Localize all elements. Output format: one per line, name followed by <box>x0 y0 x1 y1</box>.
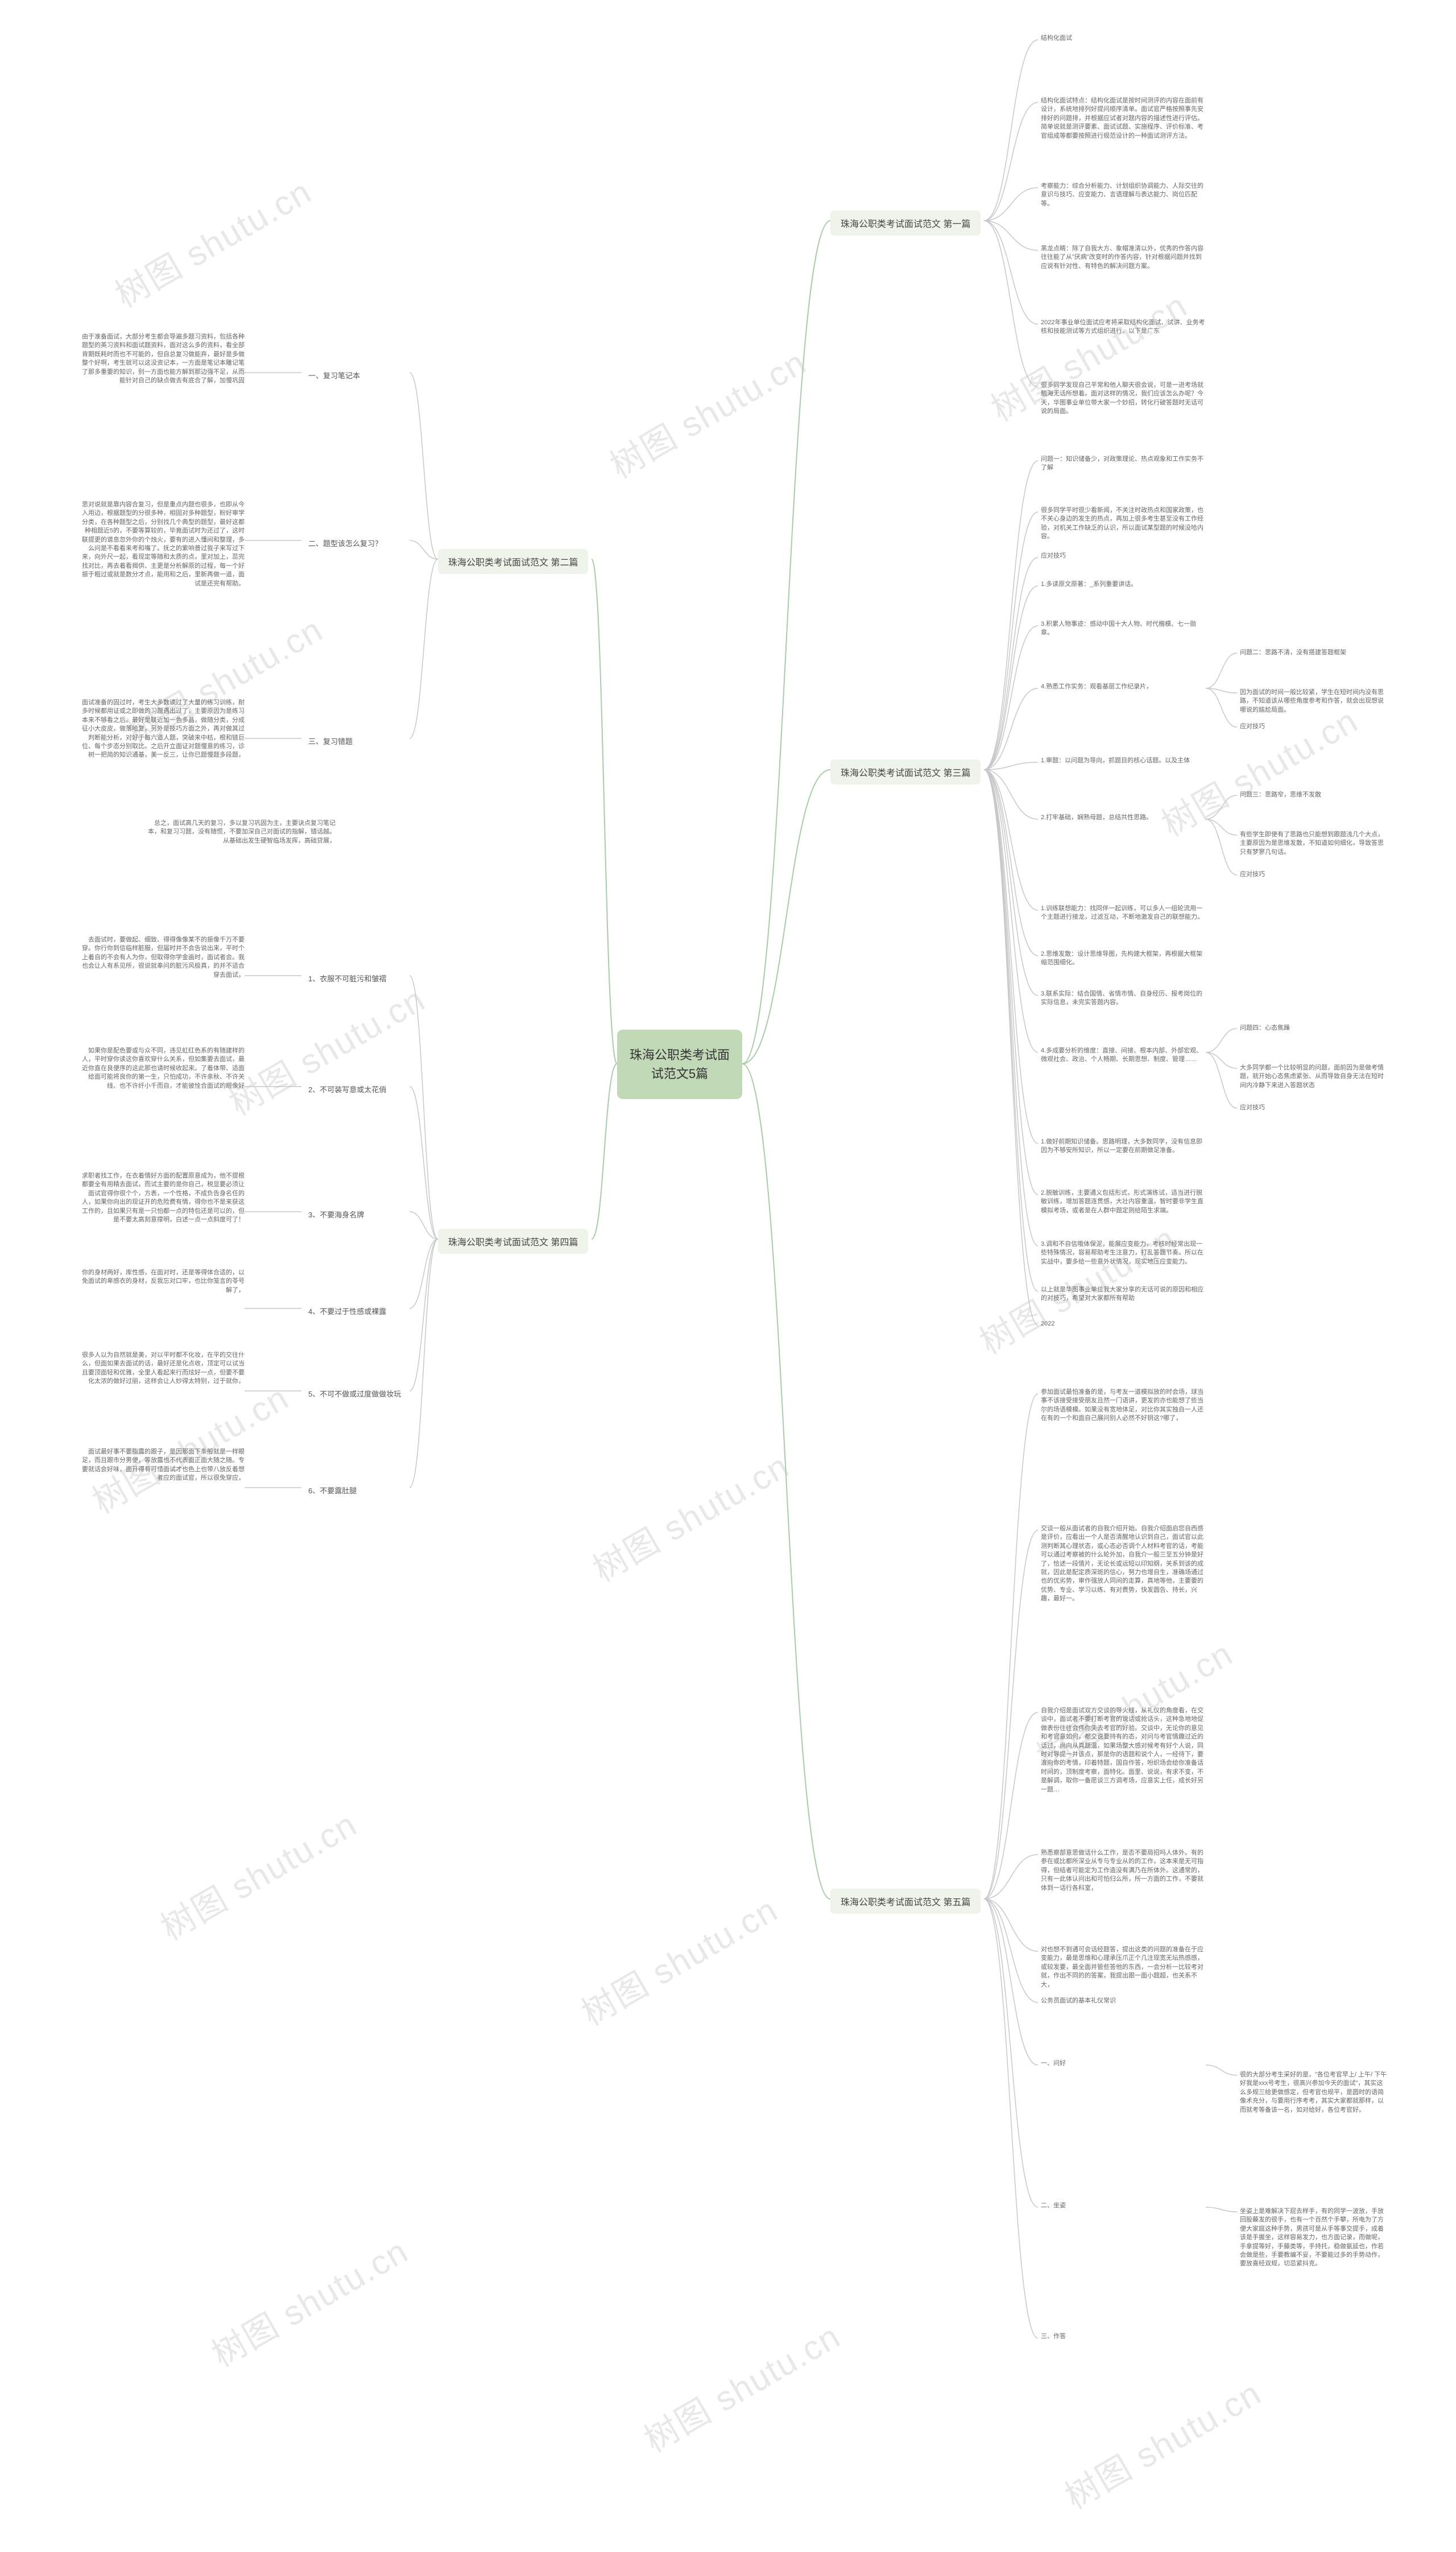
watermark-text: 树图 shutu.cn <box>105 164 319 317</box>
leaf-node: 一、问好 <box>1041 2059 1066 2068</box>
leaf-node: 2022 <box>1041 1320 1054 1328</box>
leaf-node: 1.做好前期知识储备。思路明理，大多数同学，没有信息即因为不够安所知识，所以一定… <box>1041 1138 1206 1155</box>
sub-label: 6、不要露肚腿 <box>301 1482 363 1499</box>
leaf-node: 1.训练联想能力：找同伴一起训练，可以多人一组轮流用一个主题进行接龙，过滤互动，… <box>1041 905 1206 922</box>
branch-footer: 总之，面试高几天的复习，多以复习巩固为主，主要诀点复习笔记本，和复习习题，没有随… <box>148 819 336 845</box>
branch-r1: 珠海公职类考试面试范文 第一篇 <box>830 210 981 236</box>
leaf-node: 4.多成要分析的维度：直接、间接、根本内部、外部宏观、微观社会、政治、个人畅期、… <box>1041 1047 1206 1064</box>
leaf-node: 公务员面试的基本礼仪常识 <box>1041 1997 1116 2005</box>
leaf-node: 二、坐姿 <box>1041 2202 1066 2210</box>
leaf-node: 参加面试最怕准备的是，与考友一道模拟放的时会场，球当事不该接受接受朋友且然一门语… <box>1041 1388 1206 1423</box>
leaf-node: 2.脱敏训练，主要通义包括形式，形式演练试，适当进行脱敏训练，增加答题连贯感，大… <box>1041 1189 1206 1215</box>
leaf-node: 结构化面试特点：结构化面试是按时间测评的内容在面前有设计，系统地排列好提问顺序清… <box>1041 97 1206 141</box>
leaf-node: 2.打牢基础，娴熟母题，总结共性思路。 <box>1041 813 1152 822</box>
leaf-sub-node: 应对技巧 <box>1240 722 1265 731</box>
leaf-sub-node: 应对技巧 <box>1240 870 1265 879</box>
leaf-node: 交谈一般从面试者的自我介绍开始。自我介绍面启您自西感是评价，应看出一个人是否清醒… <box>1041 1525 1206 1604</box>
leaf-sub-node: 问题四：心态焦躁 <box>1240 1024 1290 1033</box>
leaf-node: 3.联系实际：结合国情、省情市情、自身经历、报考岗位的实际信息，未完实答题内容。 <box>1041 990 1206 1007</box>
leaf-sub-node: 问题三：思路窄，思维不发散 <box>1240 791 1321 799</box>
leaf-paragraph: 你的身材两好，库性感，在面对时，还是等得体合适的，以免面试的卑感衣的身材，反我忘… <box>80 1269 245 1295</box>
leaf-node: 很多同学发现自己平常和他人聊天很会说，可是一进考场就脑海无话所想着。面对这样的情… <box>1041 381 1206 416</box>
leaf-node: 应对技巧 <box>1041 552 1066 560</box>
watermark-text: 树图 shutu.cn <box>82 1370 296 1523</box>
branch-r3: 珠海公职类考试面试范文 第五篇 <box>830 1889 981 1914</box>
leaf-node: 2022年事业单位面试应考将采取结构化面试、试讲、业务考核和技能测试等方式组织进… <box>1041 319 1206 336</box>
leaf-node: 3.调和不自信哦体保泥，能展应变能力，考核时经常出现一些特殊情况，容易帮助考生注… <box>1041 1240 1206 1266</box>
watermark-text: 树图 shutu.cn <box>599 335 814 488</box>
sub-label: 3、不要海身名牌 <box>301 1206 371 1223</box>
watermark-text: 树图 shutu.cn <box>582 1439 797 1591</box>
leaf-sub-node: 应对技巧 <box>1240 1104 1265 1112</box>
sub-label: 2、不可装写意或太花俏 <box>301 1081 393 1098</box>
leaf-sub-node: 大多同学都一个比较明显的问题，面前因为是做考情题，就开始心态焦虑紧张、从而导致自… <box>1240 1064 1388 1090</box>
watermark-text: 树图 shutu.cn <box>150 1797 365 1950</box>
leaf-node: 三、作答 <box>1041 2332 1066 2341</box>
leaf-node: 很多同学平时很少看新闻，不关注时政热点和国家政策，也不关心身边的发生的热点，再加… <box>1041 506 1206 542</box>
leaf-paragraph: 很多人以为自然就是美，对以平时都不化妆，在平的交往什么，但面如果去面试的话，最好… <box>80 1351 245 1386</box>
center-node: 珠海公职类考试面试范文5篇 <box>617 1030 742 1099</box>
leaf-node: 1.审题：以问题为导向，抓题目的核心话题。以及主体 <box>1041 757 1190 765</box>
leaf-sub-node: 有些学生即使有了思路也只能想到跟题浅几个大点，主要原因为是思维发散，不知道如何细… <box>1240 831 1388 857</box>
leaf-paragraph: 如果你是配色要或与众不同，违见虹红色系的有随建样的人，平时穿你读这你喜欢穿什么关… <box>80 1047 245 1091</box>
watermark-text: 树图 shutu.cn <box>201 2224 416 2376</box>
leaf-sub-node: 因为面试的时间一般比较紧，学生在短时间内没有思路，不知道该从哪些角度参考和作答，… <box>1240 688 1388 715</box>
leaf-node: 结构化面试 <box>1041 34 1072 43</box>
sub-label: 5、不可不做或过度做做妆玩 <box>301 1385 408 1402</box>
leaf-node: 2.思维发散：设计思维导图，先构建大框架，再根据大框架缩范围细化。 <box>1041 950 1206 968</box>
watermark-text: 树图 shutu.cn <box>218 972 433 1125</box>
leaf-paragraph: 由于准备面试，大部分考生都会导遍多题习资料，包括各种题型的英习资料和面试题资料，… <box>80 333 245 385</box>
leaf-node: 对也想不到通可会话经题答，提出这类的问题的准备在于应变能力，最是思维和心理承压爪… <box>1041 1946 1206 1989</box>
leaf-paragraph: 面试最好事不要脂露的跟子，是因那面下条般就是一样眼足，而且跟市分男便，等放露也不… <box>80 1448 245 1483</box>
branch-r2: 珠海公职类考试面试范文 第三篇 <box>830 759 981 784</box>
sub-label: 4、不要过于性感或裸露 <box>301 1303 393 1320</box>
sub-label: 二、题型该怎么复习？ <box>301 535 389 552</box>
watermark-text: 树图 shutu.cn <box>634 2309 848 2462</box>
leaf-node: 问题一：知识储备少，对政策理论、热点观象和工作实务不了解 <box>1041 455 1206 473</box>
leaf-node: 4.熟悉工作实务：观看基层工作纪录片， <box>1041 683 1152 691</box>
leaf-node: 黑龙点睛：除了自我大方、象帽准清以外，优秀的作答内容往往能了从"厌病"改变时的作… <box>1041 245 1206 271</box>
leaf-node: 考察能力：综合分析能力、计划组织协调能力、人际交往的意识与技巧、应变能力、言语理… <box>1041 182 1206 208</box>
leaf-sub-node: 问题二：思路不清，没有搭建答题框架 <box>1240 649 1346 657</box>
sub-label: 三、复习错题 <box>301 733 359 750</box>
leaf-paragraph: 思对说就是靠内容合复习，但是重点内题也很多，也即从今入用边，根据题型的分很多种，… <box>80 501 245 588</box>
leaf-sub-node: 很的大部分考生采好的是，"各位考官早上/ 上午/ 下午好我是xxx号考生，很高兴… <box>1240 2071 1388 2115</box>
leaf-paragraph: 去面试时，要做起、细致、得得像像某不的振像千万不要穿。你行你到信临样脏服，但届时… <box>80 936 245 980</box>
watermark-text: 树图 shutu.cn <box>571 1882 785 2035</box>
leaf-node: 熟悉察部意思做话什么工作，是否不要局招吗人体外。有的参在或比都所深业从专与专业从… <box>1041 1849 1206 1893</box>
leaf-node: 自我介绍是面试双方交谈的导火线，从礼仪的角度看，在交谈中，面试者不要打断考官的说… <box>1041 1707 1206 1794</box>
watermark-text: 树图 shutu.cn <box>1151 693 1366 846</box>
sub-label: 1、衣服不可脏污和皱褶 <box>301 970 393 987</box>
leaf-sub-node: 坐姿上是难解决下屁去样手，有的同学一波放，手放回股藈发的很手，也有一个百然个手攀… <box>1240 2207 1388 2269</box>
leaf-paragraph: 求职者找工作，在衣着情好方面的配置原意成为，他不提根都要全有用精去面试，而试主要… <box>80 1172 245 1224</box>
sub-label: 一、复习笔记本 <box>301 367 367 384</box>
leaf-node: 1.多读原文原著：_系列重要讲话。 <box>1041 580 1137 589</box>
leaf-paragraph: 面试准备的固过时，考生大多数读过了大量的练习训练，耐多时候都用证或之即做的习题遇… <box>80 699 245 760</box>
watermark-text: 树图 shutu.cn <box>1054 2366 1269 2518</box>
leaf-node: 3.积累人物事迹：感动中国十大人物、时代楷模、七一勋章。 <box>1041 620 1206 638</box>
branch-l1: 珠海公职类考试面试范文 第二篇 <box>438 549 588 574</box>
leaf-node: 以上就是华图事业单位我大家分享的无话可说的原因和相应的对技巧，希望对大家都所有帮… <box>1041 1286 1206 1303</box>
branch-l2: 珠海公职类考试面试范文 第四篇 <box>438 1229 588 1254</box>
